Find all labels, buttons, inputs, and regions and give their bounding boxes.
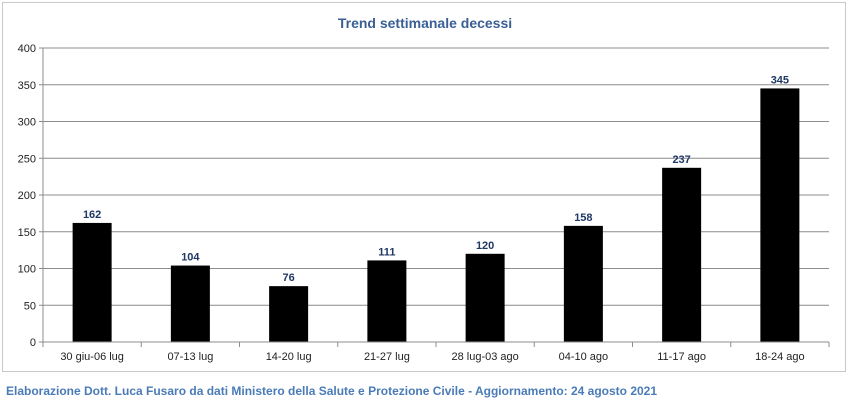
data-labels: 162 104 76 111 120 158 237 345 bbox=[83, 74, 789, 284]
bar bbox=[269, 286, 309, 342]
data-label: 111 bbox=[378, 246, 395, 258]
x-tick-label: 28 lug-03 ago bbox=[451, 351, 518, 363]
y-tick-label: 350 bbox=[18, 80, 36, 92]
data-label: 158 bbox=[574, 212, 592, 224]
y-tick-label: 400 bbox=[18, 43, 36, 55]
y-tick-label: 150 bbox=[18, 227, 36, 239]
x-tick-label: 07-13 lug bbox=[167, 351, 213, 363]
bar bbox=[367, 260, 407, 342]
source-footer: Elaborazione Dott. Luca Fusaro da dati M… bbox=[6, 384, 658, 398]
chart-frame: Trend settimanale decessi 0 50 100 150 200 25… bbox=[2, 2, 846, 372]
data-label: 345 bbox=[771, 74, 789, 86]
y-tick-label: 250 bbox=[18, 153, 36, 165]
bar bbox=[563, 225, 603, 342]
bars bbox=[72, 88, 800, 342]
y-tick-label: 0 bbox=[30, 337, 36, 349]
x-axis-ticks: 30 giu-06 lug 07-13 lug 14-20 lug 21-27 lug… bbox=[42, 342, 830, 363]
bar bbox=[72, 222, 112, 342]
y-tick-label: 200 bbox=[18, 190, 36, 202]
data-label: 237 bbox=[672, 154, 690, 166]
chart-title: Trend settimanale decessi bbox=[338, 15, 512, 31]
x-tick-label: 30 giu-06 lug bbox=[60, 351, 124, 363]
gridlines bbox=[43, 47, 829, 306]
x-tick-label: 21-27 lug bbox=[364, 351, 410, 363]
data-label: 162 bbox=[83, 209, 101, 221]
axes bbox=[42, 48, 829, 343]
bar-chart: Trend settimanale decessi 0 50 100 150 200 25… bbox=[18, 15, 830, 363]
bar bbox=[465, 253, 505, 342]
x-tick-label: 11-17 ago bbox=[657, 351, 706, 363]
bar bbox=[170, 265, 210, 342]
data-label: 104 bbox=[181, 252, 200, 264]
y-tick-label: 50 bbox=[24, 300, 36, 312]
x-tick-label: 14-20 lug bbox=[266, 351, 312, 363]
data-label: 120 bbox=[476, 240, 494, 252]
x-tick-label: 04-10 ago bbox=[559, 351, 609, 363]
y-axis-ticks: 0 50 100 150 200 250 300 350 400 bbox=[18, 43, 43, 349]
data-label: 76 bbox=[283, 272, 295, 284]
x-tick-label: 18-24 ago bbox=[755, 351, 805, 363]
y-tick-label: 100 bbox=[18, 264, 36, 276]
y-tick-label: 300 bbox=[18, 117, 36, 129]
bar bbox=[662, 167, 702, 342]
bar bbox=[760, 88, 800, 342]
